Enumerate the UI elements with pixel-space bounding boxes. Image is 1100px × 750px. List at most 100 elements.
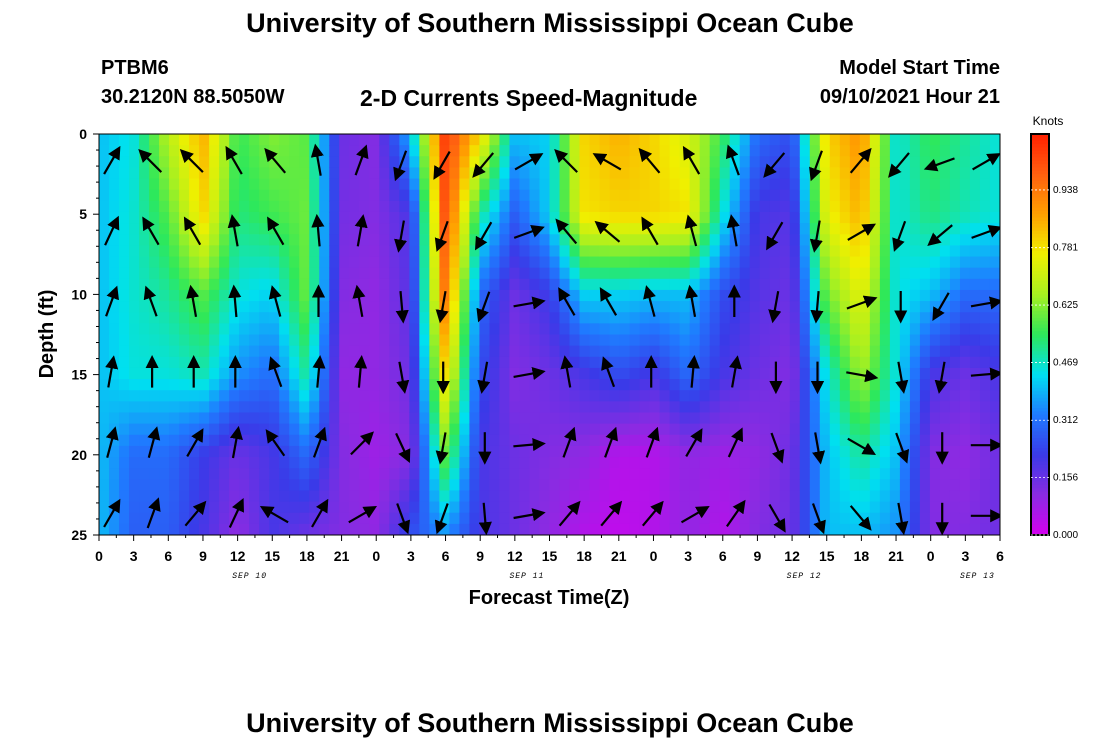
heatmap-cell <box>419 423 430 436</box>
heatmap-cell <box>289 200 300 213</box>
current-vector <box>895 502 909 535</box>
heatmap-cell <box>819 145 831 157</box>
heatmap-cell <box>919 367 931 380</box>
heatmap-cell <box>709 167 721 180</box>
heatmap-cell <box>199 189 210 202</box>
heatmap-cell <box>879 223 891 235</box>
heatmap-cell <box>159 256 170 269</box>
heatmap-cell <box>389 178 400 191</box>
heatmap-cell <box>569 145 581 157</box>
heatmap-cell <box>929 390 941 402</box>
heatmap-cell <box>849 434 861 447</box>
heatmap-cell <box>599 200 611 213</box>
heatmap-cell <box>599 334 611 347</box>
heatmap-cell <box>869 434 881 447</box>
heatmap-cell <box>799 200 811 213</box>
heatmap-cell <box>949 423 961 436</box>
heatmap-cell <box>499 178 511 191</box>
heatmap-cell <box>609 501 621 514</box>
heatmap-cell <box>599 178 611 191</box>
heatmap-cell <box>139 412 150 425</box>
heatmap-cell <box>639 256 651 269</box>
heatmap-cell <box>649 312 661 324</box>
heatmap-cell <box>839 223 851 235</box>
heatmap-cell <box>659 479 671 492</box>
heatmap-cell <box>349 367 360 380</box>
colorbar-segment <box>1031 297 1049 302</box>
heatmap-cell <box>589 367 601 380</box>
heatmap-cell <box>359 334 370 347</box>
heatmap-cell <box>219 134 230 146</box>
heatmap-cell <box>549 245 561 258</box>
heatmap-cell <box>529 234 541 246</box>
heatmap-cell <box>499 490 511 503</box>
heatmap-cell <box>829 223 841 235</box>
heatmap-cell <box>799 379 811 391</box>
heatmap-cell <box>499 167 511 180</box>
heatmap-cell <box>319 278 330 291</box>
heatmap-cell <box>239 412 250 425</box>
heatmap-cell <box>249 457 260 469</box>
heatmap-cell <box>389 423 400 436</box>
heatmap-cell <box>919 234 931 246</box>
heatmap-cell <box>569 401 581 414</box>
heatmap-cell <box>459 200 471 213</box>
heatmap-cell <box>599 423 611 436</box>
heatmap-cell <box>739 334 751 347</box>
heatmap-cell <box>389 267 400 280</box>
heatmap-cell <box>869 223 881 235</box>
heatmap-cell <box>149 178 160 191</box>
model-start-value: 09/10/2021 Hour 21 <box>819 86 1000 108</box>
heatmap-cell <box>299 145 310 157</box>
colorbar-segment <box>1031 521 1049 526</box>
heatmap-cell <box>239 401 250 414</box>
heatmap-cell <box>919 256 931 269</box>
colorbar-tick-label: 0.312 <box>1053 415 1078 426</box>
heatmap-cell <box>719 412 731 425</box>
heatmap-cell <box>199 178 210 191</box>
heatmap-cell <box>779 501 791 514</box>
heatmap-cell <box>809 367 821 380</box>
heatmap-cell <box>729 200 741 213</box>
heatmap-cell <box>369 267 380 280</box>
heatmap-cell <box>249 189 260 202</box>
heatmap-cell <box>849 312 861 324</box>
heatmap-cell <box>119 156 130 169</box>
heatmap-cell <box>659 379 671 391</box>
heatmap-cell <box>979 234 991 246</box>
current-vector <box>892 220 907 252</box>
heatmap-cell <box>529 490 541 503</box>
heatmap-cell <box>109 334 120 347</box>
heatmap-cell <box>169 468 180 480</box>
heatmap-cell <box>859 178 871 191</box>
heatmap-cell <box>699 434 711 447</box>
heatmap-cell <box>129 334 140 347</box>
colorbar-segment <box>1031 220 1049 225</box>
heatmap-cell <box>269 334 280 347</box>
heatmap-cell <box>729 223 741 235</box>
heatmap-cell <box>829 312 841 324</box>
heatmap-cell <box>669 189 681 202</box>
heatmap-cell <box>139 457 150 469</box>
heatmap-cell <box>909 501 921 514</box>
current-vector <box>513 225 545 239</box>
heatmap-cell <box>489 523 501 535</box>
heatmap-cell <box>339 301 350 313</box>
heatmap-cell <box>279 211 290 224</box>
heatmap-cell <box>609 512 621 525</box>
heatmap-cell <box>179 323 190 336</box>
heatmap-cell <box>159 423 170 436</box>
heatmap-cell <box>449 312 460 324</box>
heatmap-cell <box>849 167 861 180</box>
heatmap-cell <box>819 211 831 224</box>
heatmap-cell <box>149 167 160 180</box>
heatmap-cell <box>669 345 681 358</box>
heatmap-cell <box>139 167 150 180</box>
heatmap-cell <box>209 523 220 535</box>
colorbar-segment <box>1031 177 1049 182</box>
heatmap-cell <box>759 289 771 302</box>
heatmap-cell <box>859 379 871 391</box>
model-start-label: Model Start Time <box>839 57 1000 79</box>
heatmap-cell <box>319 312 330 324</box>
heatmap-cell <box>789 312 801 324</box>
